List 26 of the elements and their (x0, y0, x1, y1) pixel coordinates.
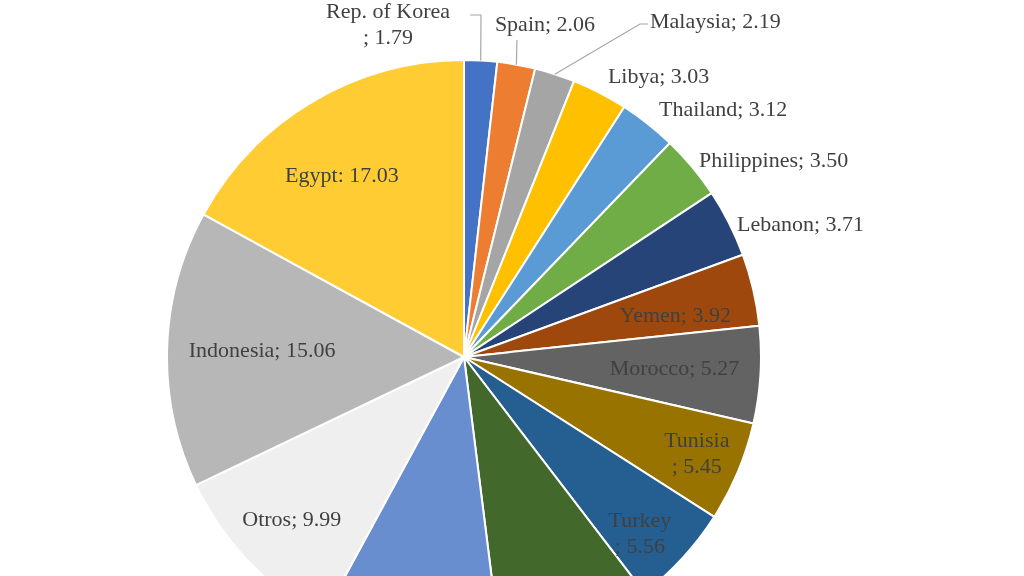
slice-label: Egypt (285, 161, 338, 187)
slice-label: Philippines (699, 146, 799, 172)
data-label: ; 3.92 (680, 301, 731, 327)
data-label: ; 5.45 (671, 453, 722, 479)
data-label: ; 3.50 (798, 146, 849, 172)
data-label: ; 3.03 (659, 62, 710, 88)
slice-label: Thailand (659, 95, 738, 121)
slice-label: Tunisia (664, 427, 730, 453)
slice-label: Lebanon (736, 210, 814, 236)
slice-label: Indonesia (188, 337, 275, 363)
slice-label: Turkey (608, 506, 672, 532)
slice-label: Rep. of Korea (326, 0, 451, 23)
slice-label: Libya (607, 62, 660, 88)
slice-label: Otros (242, 506, 292, 532)
data-label: ; 3.12 (737, 95, 788, 121)
data-label: ; 15.06 (274, 337, 336, 363)
data-label: ; 9.99 (291, 506, 342, 532)
data-label: ; 5.56 (614, 532, 665, 558)
data-label: ; 2.19 (730, 7, 781, 33)
data-label: : 17.03 (337, 161, 399, 187)
data-label: ; 1.79 (362, 23, 414, 49)
data-label: ; 3.71 (813, 210, 865, 236)
slice-label: Spain (494, 10, 546, 36)
slice-label: Malaysia (650, 7, 731, 33)
data-label: ; 2.06 (545, 10, 596, 36)
slice-label: Yemen (619, 301, 681, 327)
